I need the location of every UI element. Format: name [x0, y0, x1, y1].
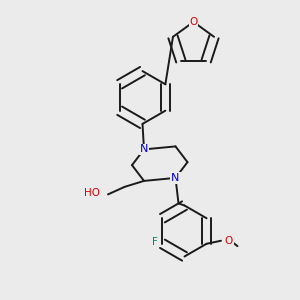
Text: N: N	[140, 144, 148, 154]
Text: O: O	[225, 236, 233, 246]
Text: F: F	[152, 237, 158, 247]
Text: HO: HO	[84, 188, 100, 199]
Text: N: N	[171, 173, 180, 183]
Text: O: O	[189, 17, 198, 27]
